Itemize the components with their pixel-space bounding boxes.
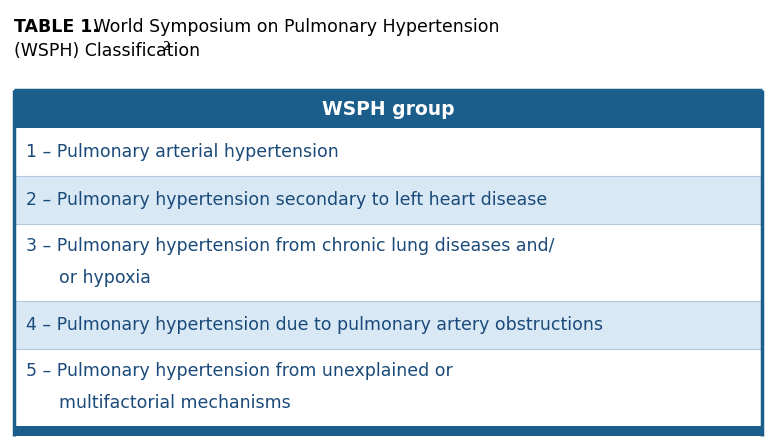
- Text: World Symposium on Pulmonary Hypertension: World Symposium on Pulmonary Hypertensio…: [88, 18, 500, 36]
- Text: multifactorial mechanisms: multifactorial mechanisms: [26, 394, 291, 412]
- Text: 5 – Pulmonary hypertension from unexplained or: 5 – Pulmonary hypertension from unexplai…: [26, 361, 452, 380]
- Bar: [14, 349, 762, 426]
- Bar: [14, 426, 762, 436]
- Text: 1 – Pulmonary arterial hypertension: 1 – Pulmonary arterial hypertension: [26, 143, 339, 161]
- Text: 2: 2: [162, 40, 169, 53]
- Text: TABLE 1.: TABLE 1.: [14, 18, 99, 36]
- Bar: [14, 90, 762, 128]
- Text: 3 – Pulmonary hypertension from chronic lung diseases and/: 3 – Pulmonary hypertension from chronic …: [26, 237, 555, 255]
- Bar: [14, 301, 762, 349]
- Text: or hypoxia: or hypoxia: [26, 269, 151, 287]
- Bar: [14, 176, 762, 224]
- Text: WSPH group: WSPH group: [322, 99, 454, 119]
- Text: 2 – Pulmonary hypertension secondary to left heart disease: 2 – Pulmonary hypertension secondary to …: [26, 191, 547, 209]
- Bar: [14, 128, 762, 176]
- Text: 4 – Pulmonary hypertension due to pulmonary artery obstructions: 4 – Pulmonary hypertension due to pulmon…: [26, 316, 603, 334]
- Bar: [14, 224, 762, 301]
- Text: (WSPH) Classification: (WSPH) Classification: [14, 42, 200, 60]
